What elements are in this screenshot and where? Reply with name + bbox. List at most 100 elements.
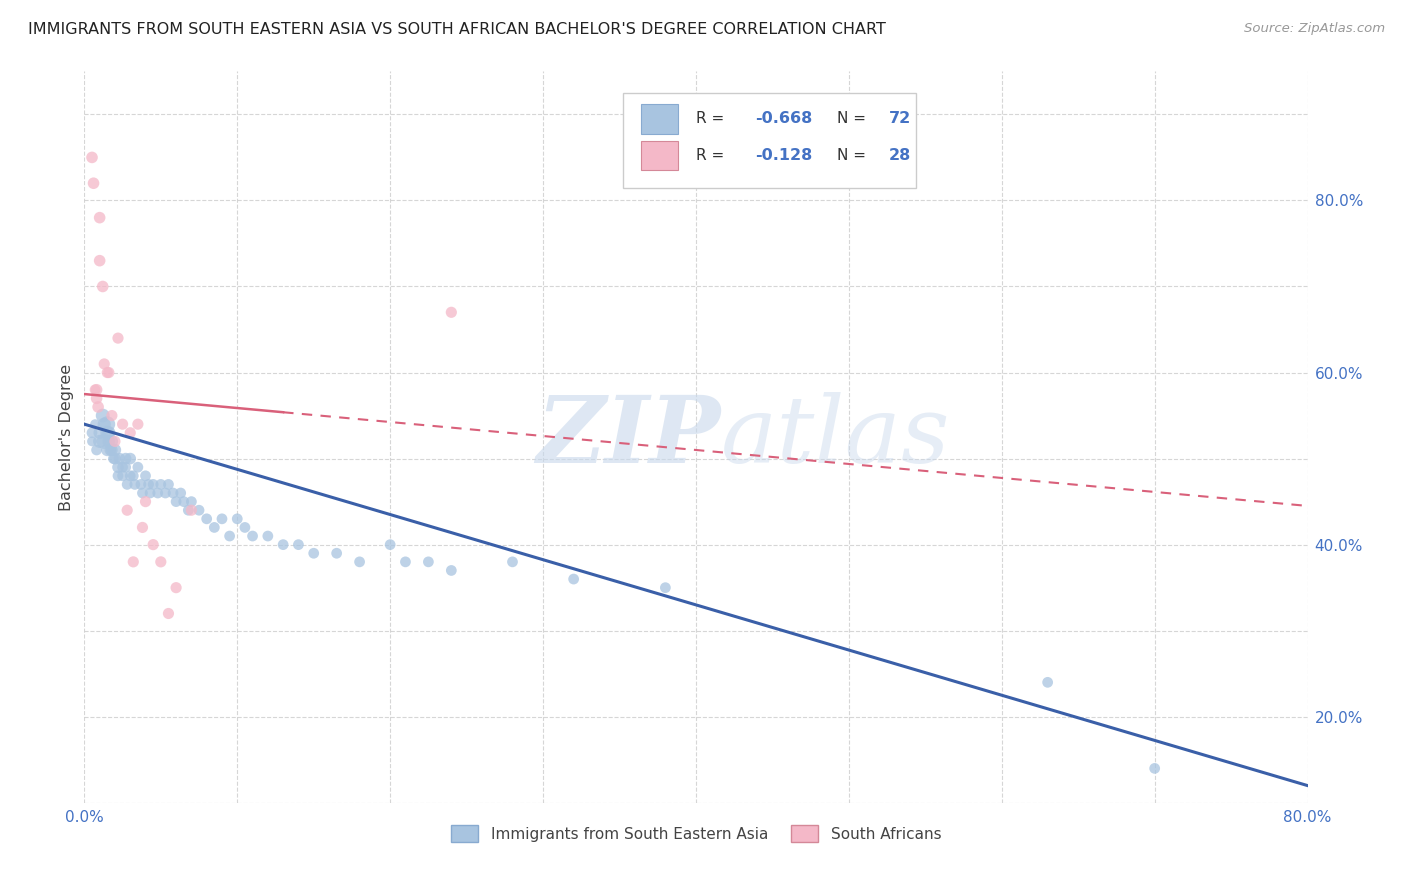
Point: [97, 434, 120, 449]
Point: [96, 425, 118, 440]
Point: [120, 468, 142, 483]
Text: R =: R =: [696, 148, 730, 163]
Text: Source: ZipAtlas.com: Source: ZipAtlas.com: [1244, 22, 1385, 36]
Point: [114, 451, 136, 466]
Text: -0.128: -0.128: [755, 148, 811, 163]
Point: [195, 512, 218, 526]
Text: N =: N =: [837, 148, 870, 163]
Point: [180, 503, 202, 517]
Point: [107, 460, 129, 475]
Point: [89, 425, 111, 440]
Point: [96, 366, 118, 380]
Point: [96, 417, 118, 432]
Point: [149, 477, 172, 491]
Point: [138, 477, 160, 491]
Point: [349, 555, 371, 569]
Point: [114, 460, 136, 475]
Point: [80, 425, 103, 440]
Point: [120, 451, 142, 466]
Point: [111, 468, 134, 483]
Point: [80, 150, 103, 164]
Point: [97, 425, 120, 440]
Point: [157, 607, 180, 621]
Point: [226, 512, 249, 526]
Point: [135, 494, 157, 508]
Point: [98, 442, 121, 457]
Bar: [641, 141, 678, 170]
Point: [302, 546, 325, 560]
Point: [188, 503, 211, 517]
Point: [173, 494, 195, 508]
Point: [257, 529, 280, 543]
Text: ZIP: ZIP: [536, 392, 720, 482]
Point: [107, 331, 129, 345]
Text: -0.668: -0.668: [755, 112, 811, 127]
Point: [93, 357, 115, 371]
Point: [170, 486, 193, 500]
Point: [111, 460, 134, 475]
Point: [562, 572, 585, 586]
Point: [104, 442, 127, 457]
Point: [89, 253, 111, 268]
Point: [93, 434, 115, 449]
Point: [211, 512, 233, 526]
Text: IMMIGRANTS FROM SOUTH EASTERN ASIA VS SOUTH AFRICAN BACHELOR'S DEGREE CORRELATIO: IMMIGRANTS FROM SOUTH EASTERN ASIA VS SO…: [28, 22, 886, 37]
Point: [146, 486, 169, 500]
Point: [129, 477, 152, 491]
Point: [89, 434, 111, 449]
Point: [80, 434, 103, 449]
Point: [1036, 675, 1059, 690]
Point: [502, 555, 524, 569]
Point: [418, 555, 440, 569]
Point: [122, 555, 145, 569]
Point: [233, 520, 256, 534]
Point: [89, 211, 111, 225]
Point: [271, 538, 294, 552]
Point: [325, 546, 347, 560]
Point: [1143, 761, 1166, 775]
Point: [91, 409, 114, 423]
Point: [104, 451, 127, 466]
Point: [124, 477, 146, 491]
Point: [111, 417, 134, 432]
Point: [84, 383, 107, 397]
Bar: [641, 104, 678, 134]
Point: [103, 451, 125, 466]
Point: [139, 486, 162, 500]
Point: [86, 392, 108, 406]
Point: [177, 503, 200, 517]
Point: [135, 468, 157, 483]
Point: [127, 460, 149, 475]
Point: [96, 442, 118, 457]
Point: [218, 529, 240, 543]
Point: [122, 468, 145, 483]
Point: [162, 486, 184, 500]
Point: [440, 305, 463, 319]
Point: [149, 555, 172, 569]
Point: [86, 442, 108, 457]
Point: [83, 176, 105, 190]
Point: [93, 417, 115, 432]
Point: [101, 434, 124, 449]
Legend: Immigrants from South Eastern Asia, South Africans: Immigrants from South Eastern Asia, Sout…: [443, 817, 949, 850]
Point: [287, 538, 309, 552]
Bar: [623, 94, 917, 188]
Point: [127, 417, 149, 432]
Point: [104, 434, 127, 449]
Text: 72: 72: [889, 112, 911, 127]
Point: [101, 409, 124, 423]
Point: [155, 486, 177, 500]
Point: [131, 520, 153, 534]
Point: [91, 279, 114, 293]
Point: [120, 425, 142, 440]
Point: [108, 451, 131, 466]
Point: [107, 468, 129, 483]
Text: N =: N =: [837, 112, 870, 127]
Point: [394, 555, 416, 569]
Point: [202, 520, 225, 534]
Point: [87, 400, 110, 414]
Point: [142, 477, 165, 491]
Point: [115, 477, 138, 491]
Point: [157, 477, 180, 491]
Point: [180, 494, 202, 508]
